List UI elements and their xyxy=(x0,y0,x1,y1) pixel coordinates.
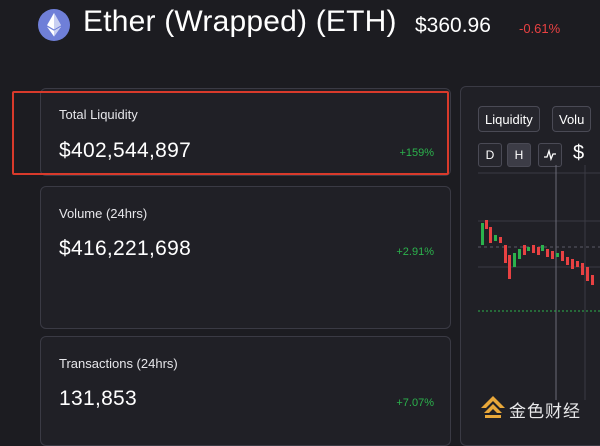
candle xyxy=(513,253,516,267)
highlight-box xyxy=(12,91,449,175)
timeframe-day-button[interactable]: D xyxy=(478,143,502,167)
token-price-change: -0.61% xyxy=(519,21,561,36)
token-header: Ether (Wrapped) (ETH) $360.96 -0.61% xyxy=(0,0,600,56)
candle xyxy=(591,275,594,285)
stat-label: Volume (24hrs) xyxy=(59,206,148,221)
candle xyxy=(523,245,526,255)
stat-change: +2.91% xyxy=(396,246,434,258)
candle xyxy=(518,249,521,259)
stat-label: Transactions (24hrs) xyxy=(59,356,178,371)
candle xyxy=(561,251,564,261)
token-price: $360.96 xyxy=(415,14,491,37)
token-title: Ether (Wrapped) (ETH) xyxy=(83,5,397,38)
timeframe-hour-button[interactable]: H xyxy=(507,143,531,167)
candle xyxy=(485,220,488,229)
candle xyxy=(504,245,507,263)
stat-value: 131,853 xyxy=(59,387,138,410)
stat-value: $402,544,897 xyxy=(59,139,192,162)
ethereum-icon xyxy=(38,9,70,41)
currency-toggle[interactable]: $ xyxy=(573,142,585,164)
stat-card-total-liquidity[interactable]: Total Liquidity $402,544,897 +159% xyxy=(40,88,451,176)
candle xyxy=(566,257,569,265)
candle xyxy=(546,249,549,257)
line-chart-toggle-button[interactable] xyxy=(538,143,562,167)
candle xyxy=(494,235,497,241)
stat-card-volume[interactable]: Volume (24hrs) $416,221,698 +2.91% xyxy=(40,186,451,329)
stat-card-transactions[interactable]: Transactions (24hrs) 131,853 +7.07% xyxy=(40,336,451,446)
candle xyxy=(571,259,574,269)
candlestick-series xyxy=(481,220,594,285)
tab-liquidity[interactable]: Liquidity xyxy=(478,106,540,132)
watermark-text: 金色财经 xyxy=(509,402,581,421)
candle xyxy=(586,267,589,281)
candle xyxy=(532,245,535,253)
stat-value: $416,221,698 xyxy=(59,237,192,260)
line-chart-icon xyxy=(544,148,556,162)
candle xyxy=(499,237,502,243)
jinse-logo-icon xyxy=(481,396,505,418)
candle xyxy=(489,227,492,243)
watermark: 金色财经 xyxy=(481,396,580,423)
stat-change: +159% xyxy=(399,147,434,159)
candle xyxy=(541,245,544,251)
stat-label: Total Liquidity xyxy=(59,107,138,122)
candle xyxy=(508,255,511,279)
price-chart xyxy=(478,165,600,400)
candle xyxy=(527,247,530,251)
candle xyxy=(581,263,584,275)
candle xyxy=(576,261,579,267)
stat-change: +7.07% xyxy=(396,397,434,409)
candle xyxy=(481,223,484,245)
candle xyxy=(551,251,554,259)
candle xyxy=(556,253,559,257)
candle xyxy=(537,247,540,255)
tab-volume[interactable]: Volu xyxy=(552,106,592,132)
